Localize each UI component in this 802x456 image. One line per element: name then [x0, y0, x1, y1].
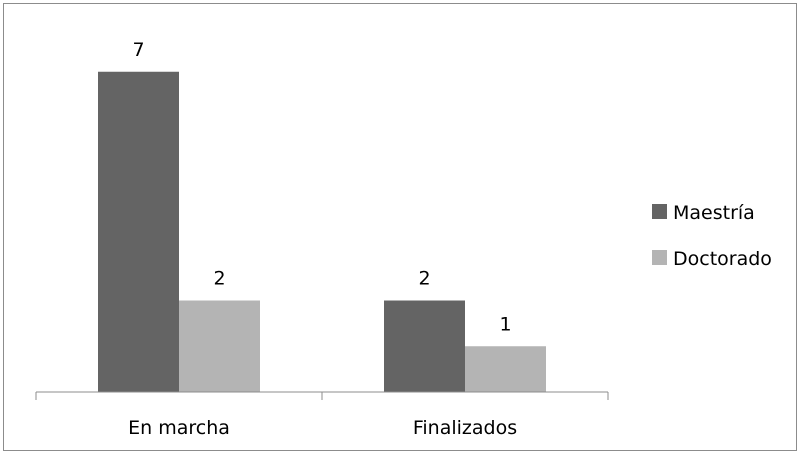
- bars-layer: [98, 71, 546, 392]
- legend-swatch-doctorado: [652, 250, 667, 265]
- bar-finalizados-doctorado: [465, 346, 546, 392]
- legend: Maestría Doctorado: [652, 202, 772, 270]
- legend-label-maestria: Maestría: [673, 202, 755, 224]
- x-tick-label-en-marcha: En marcha: [128, 417, 230, 439]
- data-label-finalizados-maestria: 2: [418, 268, 430, 290]
- data-label-en-marcha-doctorado: 2: [213, 268, 225, 290]
- bar-en-marcha-doctorado: [179, 300, 260, 392]
- data-label-en-marcha-maestria: 7: [132, 39, 144, 61]
- data-label-finalizados-doctorado: 1: [499, 313, 511, 335]
- legend-label-doctorado: Doctorado: [673, 248, 772, 270]
- bar-finalizados-maestria: [384, 300, 465, 392]
- bar-en-marcha-maestria: [98, 71, 179, 392]
- legend-swatch-maestria: [652, 204, 667, 219]
- data-labels-layer: 7 2 2 1: [132, 39, 511, 336]
- x-tick-label-finalizados: Finalizados: [413, 417, 517, 439]
- x-axis: En marcha Finalizados: [35, 391, 609, 439]
